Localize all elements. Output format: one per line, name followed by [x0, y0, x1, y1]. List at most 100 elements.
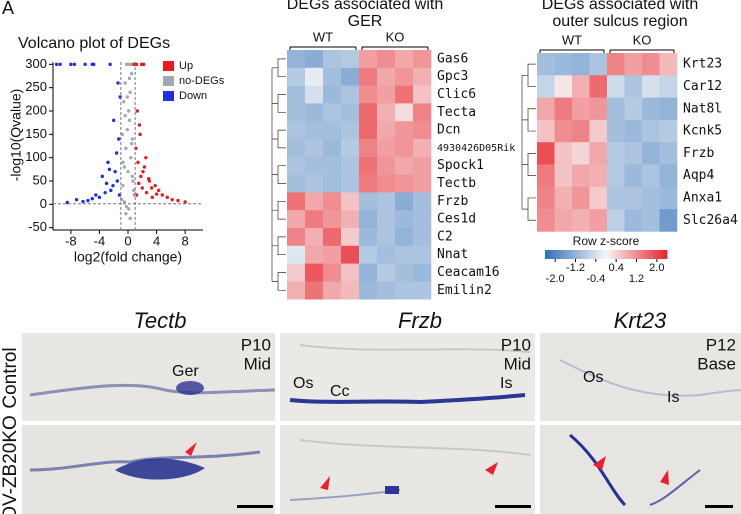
heatmap-cell: [377, 85, 396, 104]
point: [130, 174, 134, 179]
heatmap-cell: [537, 164, 555, 188]
point: [109, 188, 113, 193]
heatmap-cell: [554, 75, 573, 98]
colorbar-swatch: [590, 250, 595, 259]
region-label: Ger: [172, 363, 199, 380]
heatmap-cell: [413, 192, 432, 211]
y-tick-label: 0: [40, 196, 47, 211]
image-bg: [22, 333, 275, 421]
heatmap-cell: [624, 119, 643, 143]
heatmap-cell: [395, 85, 414, 104]
colorbar-swatch: [557, 250, 561, 259]
heatmap-cell: [589, 119, 608, 143]
point: [140, 186, 144, 190]
colorbar-swatch: [593, 250, 598, 259]
row-label: Aqp4: [683, 168, 714, 183]
heatmap-cell: [287, 263, 306, 282]
colorbar-swatch: [630, 250, 634, 259]
x-tick-label: -8: [65, 233, 77, 248]
colorbar-swatch: [602, 250, 607, 259]
heatmap-cell: [377, 139, 396, 158]
heatmap-cell: [287, 245, 306, 264]
colorbar-tick-label: -0.4: [586, 273, 605, 285]
heatmap-cell: [537, 209, 555, 232]
heatmap-cell: [341, 174, 360, 193]
point: [117, 193, 122, 197]
heatmap-cell: [413, 50, 432, 69]
heatmap-cell: [395, 228, 414, 247]
row-label: Dcn: [437, 123, 460, 138]
heatmap-cell: [642, 209, 660, 232]
x-tick-label: 4: [153, 233, 160, 248]
stage-label: P10: [241, 335, 271, 354]
heatmap-cell: [642, 119, 660, 143]
dendrogram: [272, 272, 286, 291]
x-tick-label: -4: [94, 233, 106, 248]
colorbar-swatch: [615, 250, 619, 259]
heatmap-cell: [554, 119, 573, 143]
row-label: Slc26a4: [683, 213, 738, 228]
heatmap-cell: [323, 156, 342, 175]
point: [124, 204, 129, 209]
legend-swatch: [163, 76, 174, 86]
heatmap-cell: [624, 53, 643, 76]
heatmap-cell: [624, 164, 643, 188]
heatmap-cell: [377, 245, 396, 264]
point: [139, 174, 143, 179]
micrographs: [22, 333, 741, 514]
stage-label: P10: [501, 335, 531, 354]
point: [127, 207, 131, 211]
heatmap-cell: [305, 85, 324, 104]
colorbar-swatch: [645, 250, 650, 259]
heatmap-cell: [413, 67, 432, 86]
heatmap-cell: [659, 97, 678, 121]
heatmap-cell: [359, 228, 378, 247]
colorbar-swatch: [545, 250, 549, 259]
row-label: Ces1d: [437, 212, 476, 227]
heatmap-cell: [589, 97, 608, 121]
heatmap-cell: [359, 174, 378, 193]
heatmap-cell: [537, 53, 555, 76]
row-label: Nat8l: [683, 101, 722, 116]
row-title: Control: [0, 347, 21, 408]
point: [106, 160, 110, 165]
row-label: 4930426D05Rik: [437, 143, 515, 154]
colorbar-swatch: [584, 250, 589, 259]
heatmap-cell: [572, 119, 590, 143]
group-label: WT: [313, 29, 333, 44]
point: [129, 71, 134, 76]
colorbar-tick-label: 1.2: [629, 273, 644, 285]
point: [149, 186, 154, 190]
region-label: Os: [293, 375, 313, 392]
dendrogram: [272, 58, 286, 78]
point: [127, 109, 131, 113]
heatmap-cell: [359, 156, 378, 175]
heatmap-cell: [554, 97, 573, 121]
heatmap-cell: [377, 67, 396, 86]
point: [165, 195, 169, 200]
colorbar-swatch: [551, 250, 555, 259]
heatmap-cell: [359, 85, 378, 104]
colorbar-tick-label: 0.4: [609, 262, 624, 274]
point: [104, 181, 109, 186]
point: [83, 62, 87, 67]
point: [126, 169, 130, 174]
heatmap-cell: [554, 209, 573, 232]
point: [138, 132, 142, 137]
heatmap-cell: [305, 156, 324, 175]
stage-label: Mid: [244, 354, 271, 373]
heatmap-cell: [287, 210, 306, 229]
colorbar-swatch: [663, 250, 668, 259]
row-label: Gas6: [437, 51, 468, 66]
point: [137, 181, 141, 186]
point: [90, 197, 94, 201]
group-label: KO: [386, 29, 405, 44]
point: [121, 183, 125, 188]
group-label: WT: [562, 32, 582, 47]
heatmap-cell: [659, 53, 678, 76]
colorbar-swatch: [639, 250, 643, 259]
image-bg: [280, 425, 535, 514]
heatmap-cell: [323, 121, 342, 140]
